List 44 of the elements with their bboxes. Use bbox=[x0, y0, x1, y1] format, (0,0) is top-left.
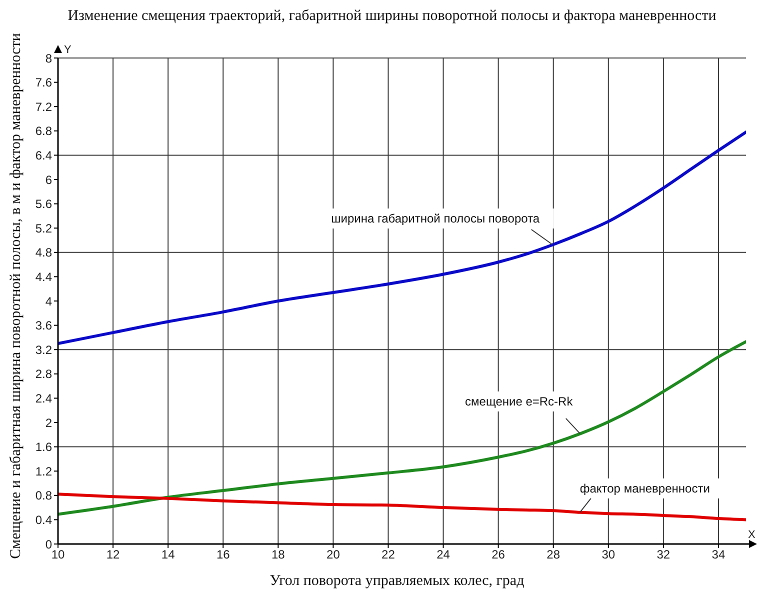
y-tick-label: 3.2 bbox=[35, 342, 52, 357]
series-label: фактор маневренности bbox=[580, 481, 710, 496]
x-tick-label: 22 bbox=[382, 548, 396, 562]
x-tick-label: 12 bbox=[106, 548, 120, 562]
text: смещение e=Rc-Rk bbox=[465, 394, 574, 408]
text: Y bbox=[64, 44, 72, 56]
y-tick-label: 6.4 bbox=[35, 148, 52, 162]
x-tick-label: 10 bbox=[51, 548, 65, 562]
x-tick-label: 20 bbox=[326, 548, 340, 562]
x-axis-title: Угол поворота управляемых колес, град bbox=[270, 573, 525, 589]
y-tick-label: 8 bbox=[45, 51, 52, 66]
y-tick-label: 4 bbox=[45, 294, 52, 308]
x-tick-label: 32 bbox=[656, 548, 670, 562]
y-tick-label: 6 bbox=[45, 172, 52, 187]
y-tick-label: 0.4 bbox=[35, 512, 52, 527]
y-tick-label: 1.6 bbox=[35, 440, 52, 454]
y-tick-label: 5.2 bbox=[35, 221, 52, 236]
line-series bbox=[58, 130, 746, 346]
line-series bbox=[58, 340, 746, 516]
y-tick-label: 1.2 bbox=[35, 464, 52, 478]
y-tick-label: 0.8 bbox=[35, 488, 52, 503]
y-tick-label: 2.4 bbox=[35, 391, 52, 406]
x-tick-label: 24 bbox=[436, 548, 450, 562]
y-tick-label: 2.8 bbox=[35, 367, 52, 382]
x-tick-label: 14 bbox=[161, 548, 176, 562]
y-tick-label: 3.6 bbox=[35, 318, 52, 333]
y-tick-label: 0 bbox=[45, 537, 52, 552]
series-label: ширина габаритной полосы поворота bbox=[331, 212, 540, 226]
x-tick-label: 34 bbox=[712, 548, 726, 562]
y-tick-label: 4.4 bbox=[35, 270, 52, 284]
x-tick-label: 30 bbox=[602, 548, 616, 562]
y-tick-label: 7.6 bbox=[35, 76, 52, 90]
text: X bbox=[748, 529, 756, 541]
y-tick-label: 4.8 bbox=[35, 246, 52, 260]
x-tick-label: 16 bbox=[216, 548, 230, 562]
x-tick-label: 18 bbox=[271, 548, 286, 562]
y-tick-label: 2 bbox=[45, 416, 52, 430]
y-axis-title: Смещение и габаритная ширина поворотной полосы, в м и фактор маневренности bbox=[8, 33, 24, 559]
x-tick-label: 28 bbox=[546, 548, 560, 562]
x-tick-label: 26 bbox=[492, 548, 506, 562]
y-tick-label: 5.6 bbox=[35, 197, 52, 212]
y-tick-label: 6.8 bbox=[35, 124, 52, 138]
chart-title: Изменение смещения траекторий, габаритной ширины поворотной полосы и фактора маневренности bbox=[68, 8, 716, 24]
y-tick-label: 7.2 bbox=[35, 100, 52, 114]
